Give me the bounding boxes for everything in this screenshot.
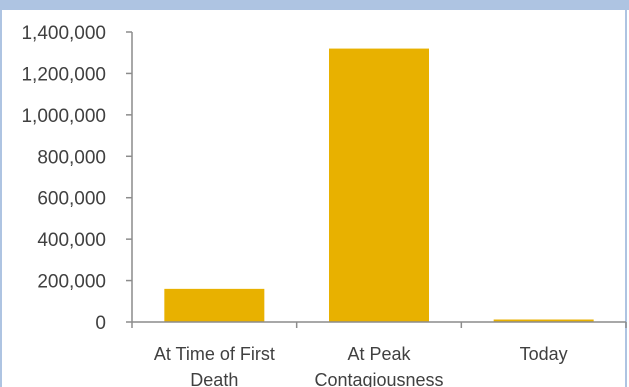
y-tick-label: 1,200,000 [21,64,106,85]
y-tick-label: 1,400,000 [21,23,106,44]
bar [164,288,265,322]
y-tick-label: 800,000 [37,147,106,168]
y-tick-label: 0 [95,313,106,334]
y-tick-label: 400,000 [37,230,106,251]
x-category-label: Death [190,370,238,387]
x-category-label: Today [520,344,568,364]
top-accent-band [0,0,629,10]
y-tick-label: 600,000 [37,189,106,210]
bar [329,48,429,322]
bar [493,319,594,322]
x-category-label: Contagiousness [314,370,443,387]
x-category-label: At Time of First [154,344,275,364]
y-tick-label: 200,000 [37,272,106,293]
x-category-label: At Peak [347,344,411,364]
chart-frame [0,10,627,387]
y-tick-label: 1,000,000 [21,106,106,127]
